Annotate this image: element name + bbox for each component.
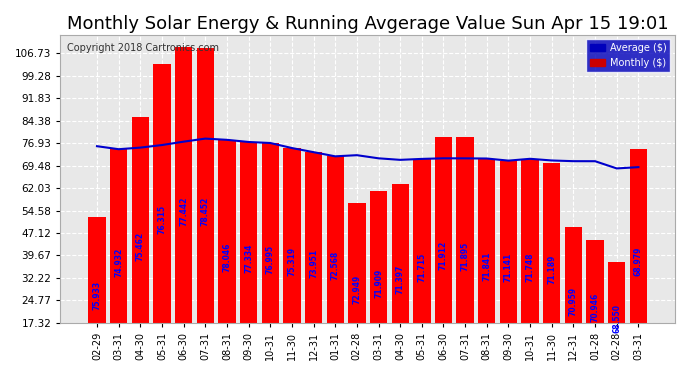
Bar	[348, 203, 366, 375]
Text: Copyright 2018 Cartronics.com: Copyright 2018 Cartronics.com	[66, 43, 219, 53]
Text: 71.141: 71.141	[504, 253, 513, 282]
Bar	[218, 140, 235, 375]
Bar	[478, 159, 495, 375]
Text: 71.715: 71.715	[417, 252, 426, 282]
Text: 71.748: 71.748	[526, 252, 535, 282]
Text: 74.932: 74.932	[114, 248, 123, 277]
Text: 73.951: 73.951	[309, 249, 318, 278]
Bar	[197, 48, 214, 375]
Bar	[565, 227, 582, 375]
Text: 71.909: 71.909	[374, 268, 383, 298]
Bar	[500, 160, 517, 375]
Text: 75.462: 75.462	[136, 232, 145, 261]
Bar	[305, 152, 322, 375]
Text: 75.933: 75.933	[92, 281, 101, 310]
Bar	[457, 137, 474, 375]
Bar	[391, 184, 409, 375]
Text: 71.895: 71.895	[461, 242, 470, 271]
Bar	[586, 240, 604, 375]
Bar	[262, 143, 279, 375]
Text: 77.334: 77.334	[244, 244, 253, 273]
Text: 71.841: 71.841	[482, 252, 491, 281]
Text: 70.946: 70.946	[591, 292, 600, 322]
Text: 75.319: 75.319	[288, 247, 297, 276]
Bar	[326, 156, 344, 375]
Legend: Average ($), Monthly ($): Average ($), Monthly ($)	[586, 39, 670, 72]
Bar	[413, 159, 431, 375]
Bar	[110, 149, 128, 375]
Bar	[240, 142, 257, 375]
Text: 70.959: 70.959	[569, 286, 578, 316]
Bar	[88, 217, 106, 375]
Bar	[175, 47, 193, 375]
Bar	[630, 148, 647, 375]
Text: 78.452: 78.452	[201, 197, 210, 226]
Text: 77.442: 77.442	[179, 196, 188, 226]
Text: 76.995: 76.995	[266, 244, 275, 273]
Text: 71.912: 71.912	[439, 241, 448, 270]
Bar	[370, 191, 387, 375]
Bar	[522, 159, 539, 375]
Text: 72.568: 72.568	[331, 251, 339, 280]
Text: 71.189: 71.189	[547, 255, 556, 284]
Bar	[435, 136, 452, 375]
Bar	[543, 164, 560, 375]
Text: 68.550: 68.550	[612, 304, 621, 333]
Text: 76.315: 76.315	[157, 205, 166, 234]
Bar	[153, 64, 170, 375]
Text: 72.949: 72.949	[353, 274, 362, 304]
Text: 68.979: 68.979	[634, 247, 643, 276]
Bar	[608, 262, 625, 375]
Bar	[132, 117, 149, 375]
Text: 71.397: 71.397	[395, 265, 405, 294]
Title: Monthly Solar Energy & Running Avgerage Value Sun Apr 15 19:01: Monthly Solar Energy & Running Avgerage …	[67, 15, 669, 33]
Bar	[283, 148, 301, 375]
Text: 78.046: 78.046	[222, 243, 231, 272]
